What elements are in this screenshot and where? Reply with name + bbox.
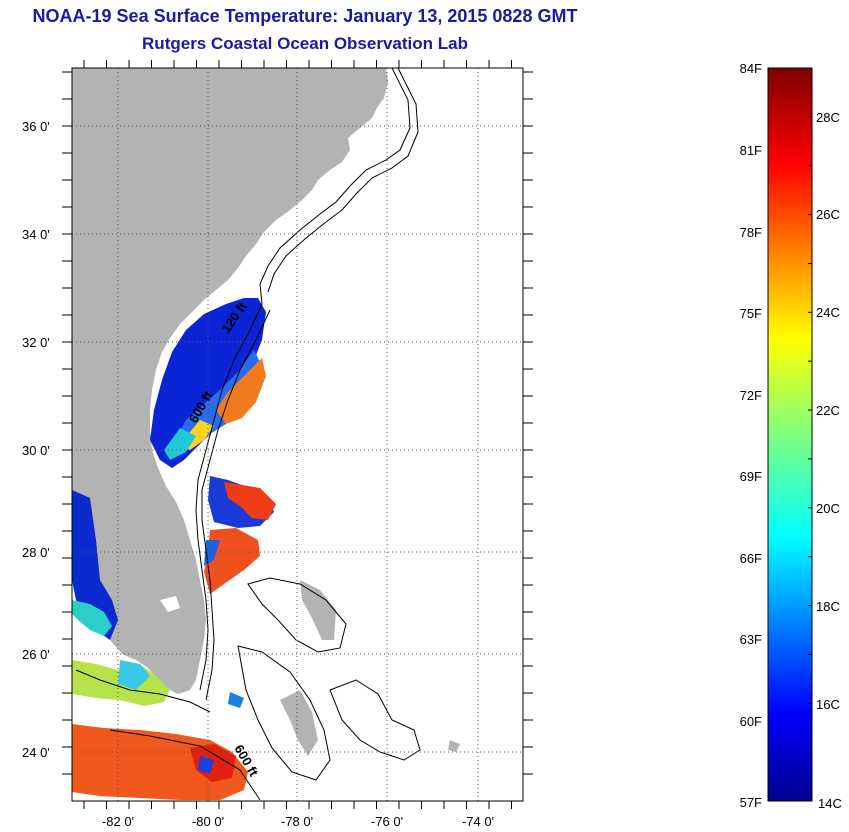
lon-tick-82: -82 0' [102, 814, 134, 829]
colorbar-f-66: 66F [740, 551, 762, 566]
colorbar-c-16: 16C [816, 697, 840, 712]
land-mass [72, 68, 388, 694]
colorbar-f-75: 75F [740, 306, 762, 321]
colorbar-f-57: 57F [740, 795, 762, 810]
lon-tick-78: -78 0' [281, 814, 313, 829]
lat-tick-24: 24 0' [22, 745, 50, 760]
colorbar-f-78: 78F [740, 225, 762, 240]
colorbar-f-60: 60F [740, 714, 762, 729]
map-frame [71, 67, 524, 802]
colorbar-f-81: 81F [740, 143, 762, 158]
lat-tick-32: 32 0' [22, 335, 50, 350]
colorbar-c-18: 18C [816, 599, 840, 614]
lat-tick-28: 28 0' [22, 545, 50, 560]
colorbar-c-20: 20C [816, 501, 840, 516]
lon-tick-80: -80 0' [192, 814, 224, 829]
colorbar-c-24: 24C [816, 305, 840, 320]
lat-tick-30: 30 0' [22, 443, 50, 458]
map-subtitle: Rutgers Coastal Ocean Observation Lab [142, 34, 468, 53]
colorbar-f-69: 69F [740, 469, 762, 484]
colorbar-c-14: 14C [818, 796, 842, 811]
colorbar-c-28: 28C [816, 110, 840, 125]
lon-tick-74: -74 0' [462, 814, 494, 829]
lat-tick-36: 36 0' [22, 119, 50, 134]
lat-tick-26: 26 0' [22, 647, 50, 662]
map-title: NOAA-19 Sea Surface Temperature: January… [32, 6, 578, 26]
map-panel: 120 ft 600 ft 600 ft [72, 68, 523, 801]
lon-tick-76: -76 0' [371, 814, 403, 829]
colorbar [767, 67, 813, 802]
colorbar-c-26: 26C [816, 207, 840, 222]
colorbar-f-63: 63F [740, 632, 762, 647]
colorbar-c-22: 22C [816, 403, 840, 418]
colorbar-f-84: 84F [740, 61, 762, 76]
lat-tick-34: 34 0' [22, 227, 50, 242]
colorbar-f-72: 72F [740, 388, 762, 403]
